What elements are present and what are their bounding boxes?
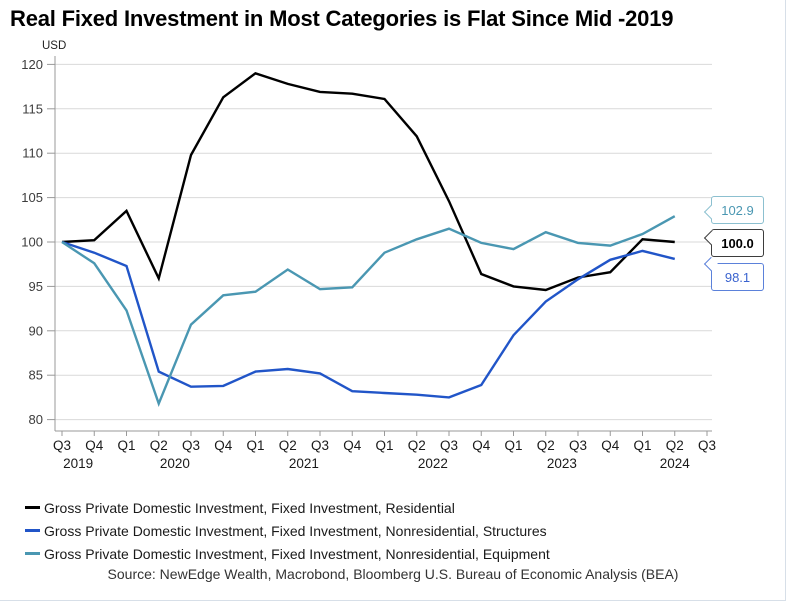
x-tick-label: Q2 xyxy=(666,438,684,453)
y-tick-label: 95 xyxy=(29,279,43,294)
x-tick-label: Q3 xyxy=(569,438,587,453)
x-year-label: 2020 xyxy=(160,456,190,471)
legend-dash-icon xyxy=(25,529,40,532)
x-year-label: 2019 xyxy=(63,456,93,471)
legend-label: Gross Private Domestic Investment, Fixed… xyxy=(44,499,455,516)
y-tick-label: 110 xyxy=(22,146,43,161)
x-tick-label: Q1 xyxy=(246,438,264,453)
y-tick-label: 120 xyxy=(21,57,43,72)
x-tick-label: Q4 xyxy=(343,438,362,453)
x-tick-label: Q3 xyxy=(311,438,329,453)
y-axis-unit-label: USD xyxy=(42,40,66,52)
legend-item-structures: Gross Private Domestic Investment, Fixed… xyxy=(25,519,550,542)
end-value-callout: 100.0 xyxy=(703,229,764,257)
end-value-callout: 98.1 xyxy=(703,256,764,291)
callout-value: 100.0 xyxy=(721,235,754,251)
x-year-label: 2023 xyxy=(547,456,577,471)
y-tick-label: 85 xyxy=(29,368,43,383)
series-line-structures xyxy=(61,240,676,399)
callout-value: 98.1 xyxy=(724,269,751,285)
source-note: Source: NewEdge Wealth, Macrobond, Bloom… xyxy=(107,566,679,582)
x-tick-label: Q2 xyxy=(279,438,297,453)
y-tick-label: 115 xyxy=(22,101,43,116)
legend-dash-icon xyxy=(25,552,40,555)
y-tick-label: 100 xyxy=(21,235,43,250)
x-year-label: 2024 xyxy=(660,456,691,471)
x-year-label: 2021 xyxy=(289,456,319,471)
end-value-callout: 102.9 xyxy=(703,196,764,224)
legend-item-equipment: Gross Private Domestic Investment, Fixed… xyxy=(25,542,550,565)
chart-title: Real Fixed Investment in Most Categories… xyxy=(10,6,674,31)
legend-dash-icon xyxy=(25,506,40,509)
legend: Gross Private Domestic Investment, Fixed… xyxy=(25,496,550,565)
series-line-equipment xyxy=(61,215,676,408)
y-tick-label: 80 xyxy=(29,412,43,427)
legend-label: Gross Private Domestic Investment, Fixed… xyxy=(44,522,547,539)
legend-item-residential: Gross Private Domestic Investment, Fixed… xyxy=(25,496,550,519)
x-tick-label: Q3 xyxy=(440,438,458,453)
series-line-residential xyxy=(61,71,675,292)
x-tick-label: Q4 xyxy=(601,438,620,453)
x-tick-label: Q2 xyxy=(408,438,426,453)
x-year-label: 2022 xyxy=(418,456,448,471)
x-tick-label: Q1 xyxy=(633,438,651,453)
x-tick-label: Q2 xyxy=(150,438,168,453)
x-tick-label: Q1 xyxy=(117,438,135,453)
x-tick-label: Q2 xyxy=(537,438,555,453)
legend-label: Gross Private Domestic Investment, Fixed… xyxy=(44,545,550,562)
x-tick-label: Q4 xyxy=(472,438,491,453)
x-tick-label: Q3 xyxy=(53,438,71,453)
y-tick-label: 90 xyxy=(29,323,43,338)
x-tick-label: Q3 xyxy=(698,438,716,453)
x-tick-label: Q4 xyxy=(85,438,104,453)
x-tick-label: Q1 xyxy=(504,438,522,453)
x-tick-label: Q3 xyxy=(182,438,200,453)
callout-value: 102.9 xyxy=(721,202,754,218)
x-tick-label: Q1 xyxy=(375,438,393,453)
x-tick-label: Q4 xyxy=(214,438,233,453)
y-tick-label: 105 xyxy=(21,190,43,205)
